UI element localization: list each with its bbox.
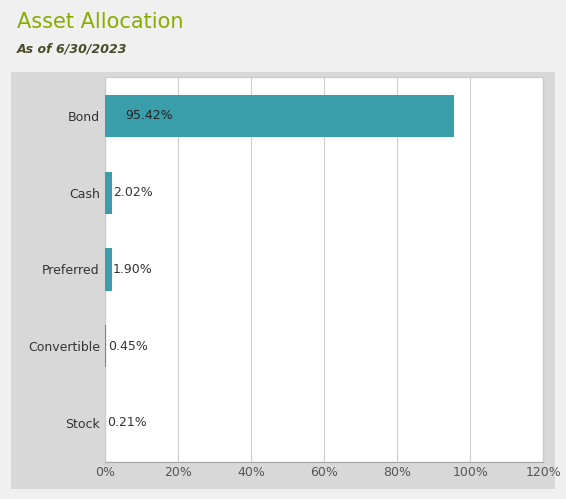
Bar (105, 249, 112, 290)
Bar (105, 95, 453, 137)
Text: As of 6/30/2023: As of 6/30/2023 (17, 42, 127, 55)
Text: 0.45%: 0.45% (108, 340, 148, 353)
Text: Asset Allocation: Asset Allocation (17, 12, 183, 32)
Bar (105, 172, 112, 214)
Text: 2.02%: 2.02% (114, 186, 153, 199)
Text: 0.21%: 0.21% (107, 417, 147, 430)
Text: 1.90%: 1.90% (113, 263, 153, 276)
Text: 95.42%: 95.42% (126, 109, 173, 122)
Bar (105, 325, 106, 367)
